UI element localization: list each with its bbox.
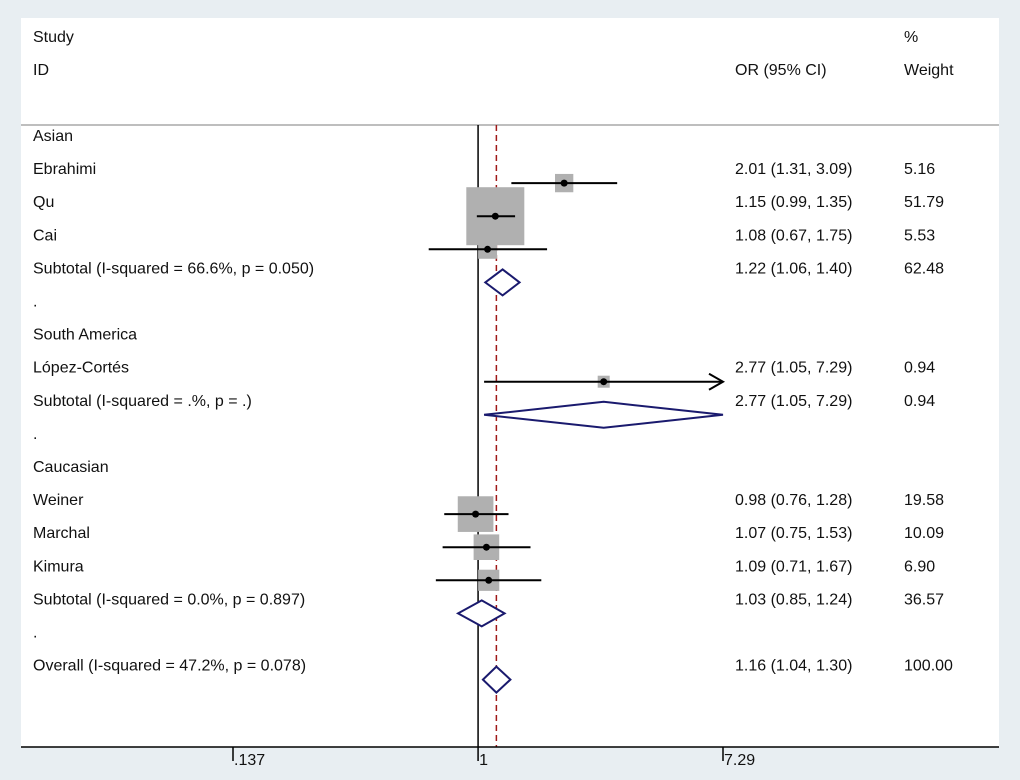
x-tick-label: 7.29: [724, 752, 755, 769]
row-or-ci: 1.08 (0.67, 1.75): [735, 227, 852, 244]
x-tick-label: .137: [234, 752, 265, 769]
row-or-ci: 1.09 (0.71, 1.67): [735, 558, 852, 575]
row-label: .: [33, 625, 37, 642]
row-weight: 6.90: [904, 558, 935, 575]
subtotal-diamond: [455, 599, 507, 628]
point-estimate: [600, 378, 608, 386]
row-label: Overall (I-squared = 47.2%, p = 0.078): [33, 658, 306, 675]
row-label: .: [33, 294, 37, 311]
row-label: Subtotal (I-squared = .%, p = .): [33, 393, 252, 410]
row-label: .: [33, 426, 37, 443]
row-label: Subtotal (I-squared = 0.0%, p = 0.897): [33, 591, 305, 608]
header-weight: Weight: [904, 62, 954, 79]
ci-arrow: [708, 372, 726, 391]
point-estimate: [560, 179, 568, 187]
x-tick-label: 1: [479, 752, 488, 769]
row-weight: 51.79: [904, 194, 944, 211]
header-study: Study: [33, 29, 74, 46]
row-weight: 36.57: [904, 591, 944, 608]
row-weight: 5.53: [904, 227, 935, 244]
row-or-ci: 2.77 (1.05, 7.29): [735, 360, 852, 377]
row-label: Marchal: [33, 525, 90, 542]
header-or-ci: OR (95% CI): [735, 62, 827, 79]
row-or-ci: 1.07 (0.75, 1.53): [735, 525, 852, 542]
row-label: López-Cortés: [33, 360, 129, 377]
row-label: Ebrahimi: [33, 161, 96, 178]
row-or-ci: 1.16 (1.04, 1.30): [735, 658, 852, 675]
row-label: Kimura: [33, 558, 84, 575]
header-id: ID: [33, 62, 49, 79]
row-or-ci: 1.03 (0.85, 1.24): [735, 591, 852, 608]
row-weight: 0.94: [904, 360, 935, 377]
row-or-ci: 0.98 (0.76, 1.28): [735, 492, 852, 509]
row-weight: 10.09: [904, 525, 944, 542]
row-weight: 62.48: [904, 260, 944, 277]
point-estimate: [491, 212, 499, 220]
row-weight: 0.94: [904, 393, 935, 410]
row-label: Cai: [33, 227, 57, 244]
header-pct: %: [904, 29, 918, 46]
point-estimate: [482, 543, 490, 551]
row-or-ci: 1.22 (1.06, 1.40): [735, 260, 852, 277]
row-weight: 100.00: [904, 658, 953, 675]
row-label: South America: [33, 327, 137, 344]
point-estimate: [485, 576, 493, 584]
row-label: Weiner: [33, 492, 84, 509]
point-estimate: [472, 510, 480, 518]
row-label: Subtotal (I-squared = 66.6%, p = 0.050): [33, 260, 314, 277]
subtotal-diamond: [483, 400, 724, 429]
row-or-ci: 2.01 (1.31, 3.09): [735, 161, 852, 178]
point-estimate: [484, 245, 492, 253]
row-label: Caucasian: [33, 459, 109, 476]
row-or-ci: 2.77 (1.05, 7.29): [735, 393, 852, 410]
row-weight: 19.58: [904, 492, 944, 509]
row-label: Qu: [33, 194, 54, 211]
row-weight: 5.16: [904, 161, 935, 178]
overall-diamond: [481, 665, 512, 694]
subtotal-diamond: [483, 268, 522, 297]
row-or-ci: 1.15 (0.99, 1.35): [735, 194, 852, 211]
row-label: Asian: [33, 128, 73, 145]
